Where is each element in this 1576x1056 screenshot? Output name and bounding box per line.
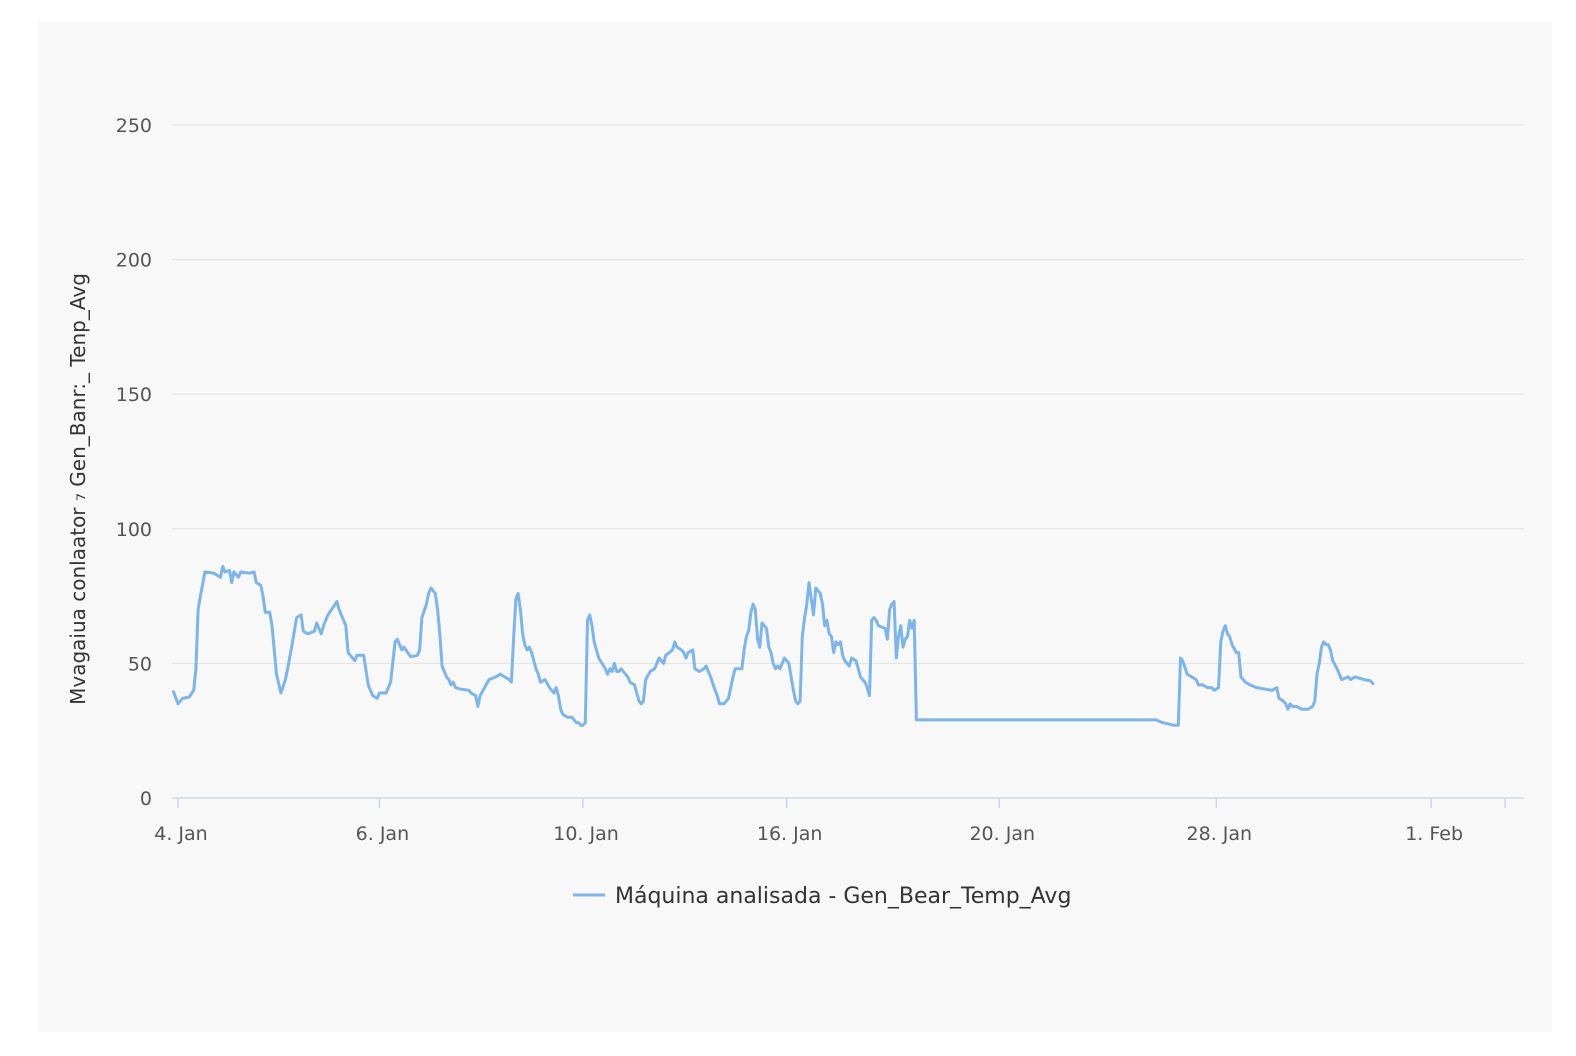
- x-tick-label: 28. Jan: [1187, 823, 1253, 845]
- y-tick-label: 200: [116, 250, 152, 272]
- y-axis-ticks: 0 50 100 150 200 250: [116, 115, 152, 810]
- y-axis-title: Mvagaiua conlaator ₇ Gen_Banr:_ Tenp_Avg: [66, 273, 90, 705]
- x-tick-label: 6. Jan: [356, 823, 409, 845]
- chart-panel: [38, 22, 1552, 1032]
- x-tick-label: 1. Feb: [1405, 823, 1463, 845]
- legend[interactable]: Máquina analisada - Gen_Bear_Temp_Avg: [573, 884, 1071, 909]
- gridlines: [172, 124, 1524, 665]
- x-tick-label: 20. Jan: [969, 823, 1035, 845]
- legend-label: Máquina analisada - Gen_Bear_Temp_Avg: [615, 884, 1071, 909]
- y-tick-label: 150: [116, 384, 152, 406]
- x-tick-label: 16. Jan: [757, 823, 823, 845]
- y-tick-label: 0: [140, 788, 152, 810]
- series-line[interactable]: [172, 565, 1375, 727]
- x-axis-ticks: 4. Jan 6. Jan 10. Jan 16. Jan 20. Jan 28. Jan…: [154, 798, 1506, 845]
- y-tick-label: 50: [128, 653, 152, 675]
- y-tick-label: 250: [116, 115, 152, 137]
- y-tick-label: 100: [116, 519, 152, 541]
- x-tick-label: 10. Jan: [553, 823, 619, 845]
- x-tick-label: 4. Jan: [154, 823, 207, 845]
